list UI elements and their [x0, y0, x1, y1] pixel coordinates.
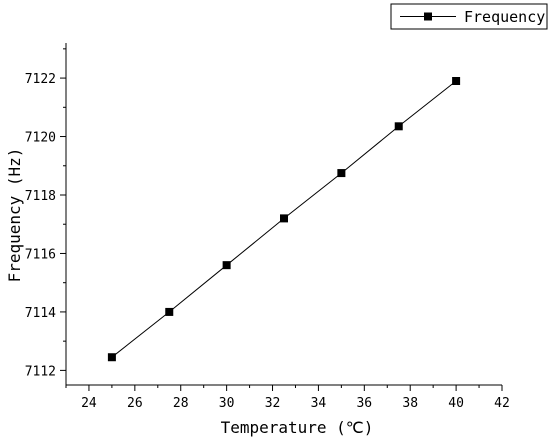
data-point	[452, 77, 461, 85]
x-tick-label: 40	[448, 396, 464, 411]
legend-label: Frequency	[464, 8, 545, 26]
legend-marker	[424, 12, 432, 21]
data-point	[165, 307, 174, 316]
data-markers	[107, 77, 461, 362]
y-tick-label: 7122	[25, 72, 56, 87]
y-tick-label: 7114	[25, 306, 56, 321]
y-tick-label: 7116	[25, 247, 56, 262]
x-tick-label: 42	[494, 396, 510, 411]
x-tick-label: 26	[127, 396, 143, 411]
legend: Frequency	[390, 3, 548, 30]
x-tick-label: 38	[402, 396, 418, 411]
data-point	[107, 353, 116, 362]
data-point	[280, 214, 288, 223]
y-axis-title: Frequency (Hz)	[5, 148, 24, 283]
x-tick-label: 36	[356, 396, 372, 411]
data-point	[222, 261, 231, 270]
y-tick-label: 7118	[25, 189, 56, 204]
y-tick-label: 7120	[25, 131, 56, 146]
y-tick-label: 7112	[25, 364, 56, 379]
x-tick-label: 24	[81, 396, 97, 411]
data-point	[337, 169, 346, 178]
x-tick-label: 32	[265, 396, 281, 411]
axes	[65, 43, 502, 386]
data-point	[394, 122, 403, 131]
x-tick-label: 34	[311, 396, 327, 411]
tick-labels: 24 26 28 30 32 34 36 38 40 42 7112 7114 7116 7118 7120…	[25, 72, 510, 411]
x-tick-label: 28	[173, 396, 189, 411]
x-tick-label: 30	[219, 396, 235, 411]
tick-marks	[60, 48, 503, 391]
x-axis-title: Temperature (℃)	[221, 418, 374, 437]
